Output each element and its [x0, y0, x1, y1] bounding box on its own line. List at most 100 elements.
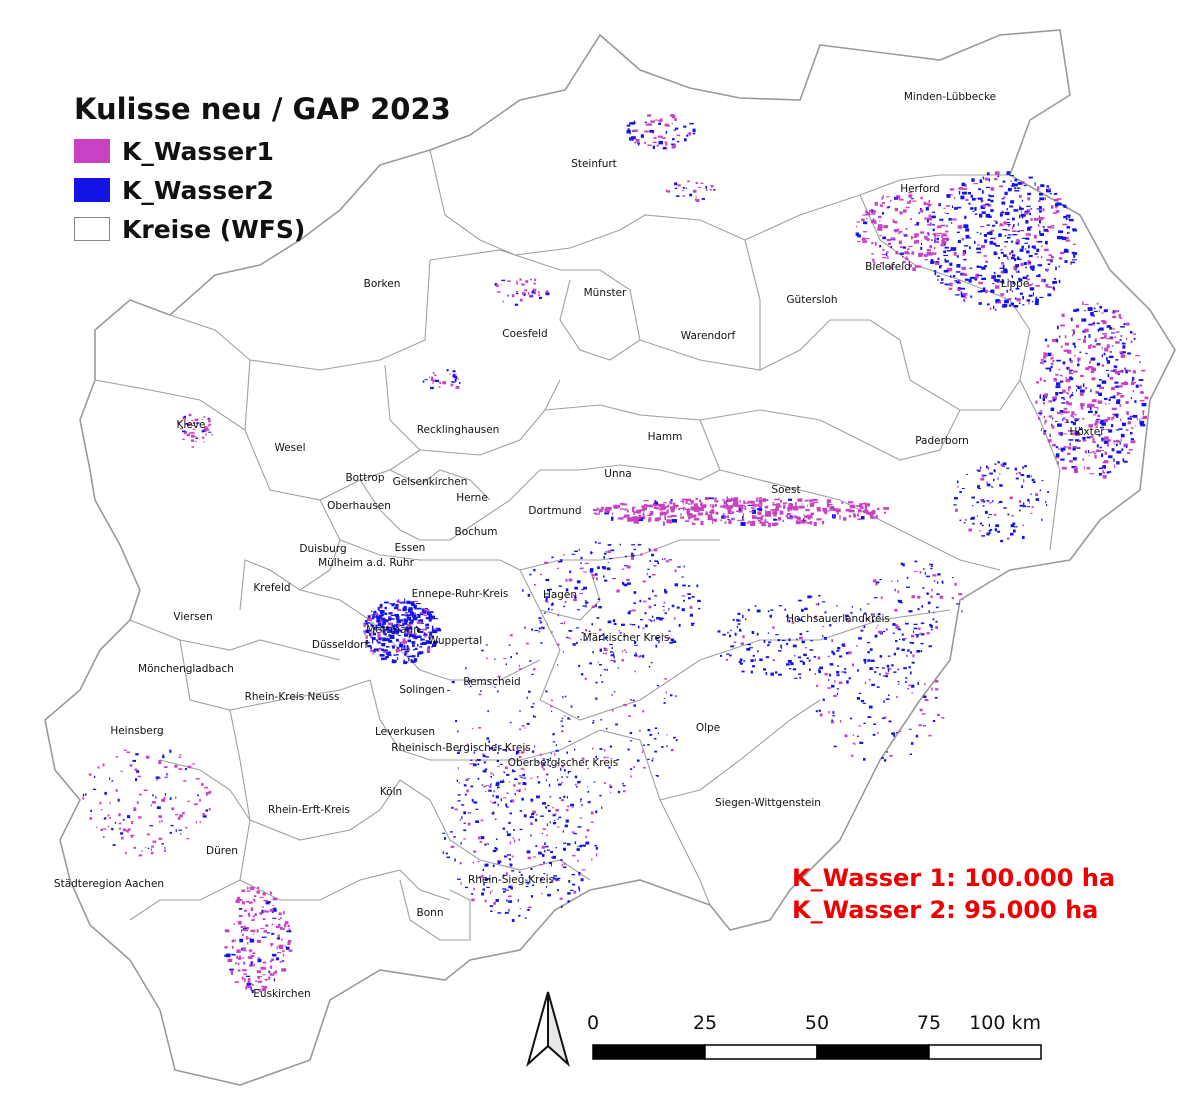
land-patch	[794, 516, 801, 518]
land-patch	[1052, 399, 1057, 401]
land-patch	[1071, 392, 1073, 394]
land-patch	[726, 496, 728, 501]
land-patch	[663, 609, 665, 612]
land-patch	[1048, 188, 1051, 191]
land-patch	[897, 628, 902, 631]
land-patch	[997, 300, 1002, 304]
land-patch	[557, 889, 559, 892]
land-patch	[903, 233, 908, 236]
land-patch	[733, 641, 737, 643]
land-patch	[403, 659, 405, 661]
land-patch	[888, 242, 892, 245]
north-arrow-right-half	[547, 991, 570, 1068]
land-patch	[1096, 444, 1099, 448]
land-patch	[1009, 496, 1013, 500]
land-patch	[372, 616, 377, 618]
land-patch	[549, 796, 552, 798]
land-patch	[1115, 385, 1120, 388]
land-patch	[1053, 212, 1056, 214]
land-patch	[370, 623, 373, 627]
land-patch	[976, 515, 978, 517]
land-patch	[857, 697, 860, 700]
land-patch	[490, 800, 492, 803]
land-patch	[990, 529, 993, 531]
land-patch	[377, 622, 382, 627]
land-patch	[455, 377, 459, 380]
land-patch	[534, 629, 539, 632]
land-patch	[955, 294, 960, 296]
land-patch	[431, 626, 434, 631]
land-patch	[637, 655, 641, 658]
land-patch	[624, 508, 628, 511]
land-patch	[581, 588, 585, 591]
land-patch	[1082, 301, 1084, 305]
land-patch	[227, 958, 233, 962]
land-patch	[408, 607, 413, 611]
land-patch	[696, 511, 699, 513]
land-patch	[404, 619, 407, 624]
land-patch	[1114, 310, 1119, 313]
land-patch	[430, 378, 434, 381]
land-patch	[788, 619, 791, 623]
land-patch	[1122, 422, 1126, 427]
land-patch	[858, 509, 862, 513]
land-patch	[791, 621, 795, 624]
land-patch	[576, 580, 581, 584]
land-patch	[1063, 417, 1066, 420]
land-patch	[729, 505, 732, 507]
land-patch	[414, 636, 418, 640]
land-patch	[551, 609, 553, 611]
land-patch	[438, 386, 441, 388]
land-patch	[868, 705, 873, 709]
land-patch	[563, 866, 567, 869]
land-patch	[545, 290, 549, 293]
land-patch	[428, 613, 433, 618]
land-patch	[1126, 452, 1131, 454]
land-patch	[756, 499, 759, 502]
land-patch	[778, 605, 782, 607]
land-patch	[595, 847, 598, 850]
district-boundary-line	[659, 799, 711, 906]
land-patch	[1091, 435, 1094, 439]
land-patch	[411, 613, 417, 618]
land-patch	[393, 654, 396, 656]
land-patch	[982, 176, 984, 180]
land-patch	[190, 439, 195, 442]
land-patch	[385, 655, 389, 659]
land-patch	[184, 768, 187, 771]
land-patch	[883, 759, 887, 762]
land-patch	[1024, 248, 1027, 250]
land-patch	[824, 511, 828, 515]
land-patch	[250, 907, 254, 911]
land-patch	[946, 267, 952, 272]
land-patch	[805, 647, 807, 649]
land-patch	[737, 623, 741, 625]
land-patch	[365, 620, 367, 622]
land-patch	[622, 650, 624, 653]
land-patch	[370, 635, 373, 638]
land-patch	[494, 847, 497, 850]
land-patch	[906, 576, 909, 579]
land-patch	[1107, 439, 1112, 442]
land-patch	[733, 497, 739, 501]
land-patch	[803, 517, 805, 522]
land-patch	[1019, 205, 1021, 208]
land-patch	[1041, 245, 1043, 248]
land-patch	[1004, 211, 1010, 216]
land-patch	[1083, 339, 1086, 343]
district-label: Leverkusen	[375, 726, 435, 738]
land-patch	[268, 970, 271, 973]
land-patch	[935, 620, 938, 623]
land-patch	[576, 848, 580, 851]
land-patch	[574, 595, 577, 599]
land-patch	[556, 878, 559, 881]
land-patch	[662, 606, 665, 608]
land-patch	[665, 142, 668, 146]
land-patch	[994, 528, 998, 532]
land-patch	[576, 627, 580, 629]
land-patch	[1091, 377, 1096, 381]
land-patch	[1015, 472, 1018, 475]
land-patch	[456, 779, 459, 782]
land-patch	[1080, 385, 1082, 389]
land-patch	[832, 653, 836, 656]
